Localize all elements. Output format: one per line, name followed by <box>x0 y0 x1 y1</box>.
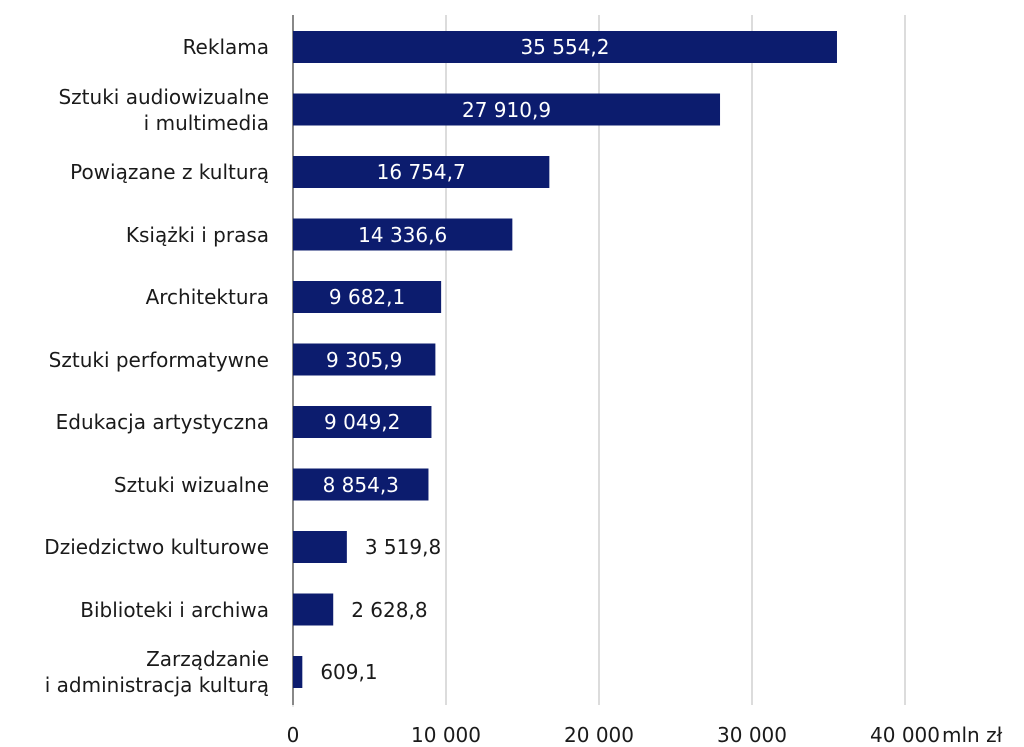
value-label: 9 682,1 <box>328 285 406 309</box>
value-label: 3 519,8 <box>364 535 442 559</box>
bar <box>293 593 334 626</box>
value-label: 35 554,2 <box>520 35 610 59</box>
value-label: 9 049,2 <box>324 410 401 434</box>
x-tick-label: 10 000 <box>411 723 481 747</box>
y-tick-label: Biblioteki i archiwa <box>80 597 269 622</box>
y-tick-label: Architektura <box>145 285 269 309</box>
value-label: 9 305,9 <box>326 347 403 372</box>
bar <box>293 406 432 438</box>
y-tick-label: Edukacja artystyczna <box>55 410 269 434</box>
y-tick-label: Powiązane z kulturą <box>70 160 269 184</box>
x-tick-label: 0 <box>286 723 300 747</box>
bar <box>293 531 347 563</box>
bar <box>293 93 721 126</box>
bar <box>293 156 550 188</box>
value-label: 609,1 <box>320 660 378 684</box>
bar <box>293 218 513 251</box>
bar <box>293 656 303 688</box>
x-tick-label: 20 000 <box>564 723 634 747</box>
bar <box>293 281 442 313</box>
value-label: 16 754,7 <box>376 160 466 184</box>
x-tick-label: 40 000 <box>870 723 940 747</box>
y-tick-label: Książki i prasa <box>125 222 269 247</box>
bar <box>293 343 436 376</box>
value-label: 2 628,8 <box>351 597 428 622</box>
y-tick-label: Sztuki wizualne <box>113 472 269 497</box>
y-tick-label: Sztuki audiowizualne i multimedia <box>58 84 269 135</box>
y-tick-label: Reklama <box>182 35 269 59</box>
y-tick-label: Dziedzictwo kulturowe <box>44 535 269 559</box>
value-label: 27 910,9 <box>461 97 552 122</box>
x-tick-label: 30 000 <box>717 723 787 747</box>
bar <box>293 31 837 63</box>
y-tick-label: Zarządzanie i administracja kulturą <box>44 647 269 697</box>
y-tick-label: Sztuki performatywne <box>48 347 269 372</box>
bar <box>293 468 429 501</box>
value-label: 8 854,3 <box>322 472 399 497</box>
x-unit: mln zł <box>942 723 1003 747</box>
value-label: 14 336,6 <box>358 222 448 247</box>
